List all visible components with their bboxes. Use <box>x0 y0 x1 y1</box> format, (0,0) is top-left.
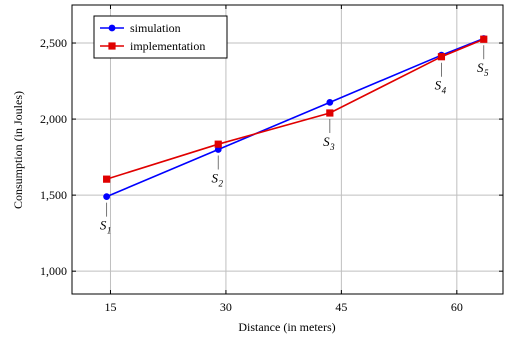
simulation-point <box>326 98 334 106</box>
annotation-subscript: 5 <box>484 68 489 78</box>
annotation-label: S2 <box>211 171 223 189</box>
annotation-subscript: 4 <box>442 86 447 96</box>
legend-label: implementation <box>130 39 205 53</box>
x-tick-label: 60 <box>451 300 463 314</box>
annotation-s4: S4 <box>435 62 447 96</box>
legend-entry-simulation: simulation <box>100 21 181 35</box>
legend-simulation-point <box>108 24 116 32</box>
simulation-line <box>106 37 485 198</box>
plot-frame <box>71 4 504 295</box>
implementation-point <box>480 35 488 43</box>
y-tick-label: 1,000 <box>40 264 67 278</box>
annotation-subscript: 3 <box>329 142 335 152</box>
annotation-s1: S1 <box>100 202 112 236</box>
series-implementation <box>103 35 488 183</box>
annotation-subscript: 1 <box>107 226 112 236</box>
y-axis-label: Consumption (in Joules) <box>11 91 25 209</box>
x-axis-label: Distance (in meters) <box>238 320 335 334</box>
simulation-point <box>214 146 222 153</box>
simulation-point <box>103 193 111 201</box>
y-tick-label: 2,500 <box>40 36 67 50</box>
point-annotations: S1 S2 S3 S4 S5 <box>100 45 489 236</box>
series-layer <box>103 35 488 201</box>
annotation-label: S4 <box>435 78 447 96</box>
implementation-line <box>106 38 485 180</box>
annotation-label: S1 <box>100 218 112 236</box>
annotation-subscript: 2 <box>218 179 223 189</box>
series-simulation <box>103 35 488 201</box>
annotation-label: S3 <box>323 134 335 152</box>
y-tick-label: 2,000 <box>40 112 67 126</box>
legend-entry-implementation: implementation <box>100 39 205 53</box>
implementation-point <box>437 53 446 61</box>
implementation-point <box>326 109 334 117</box>
annotation-s2: S2 <box>211 155 223 189</box>
annotation-s5: S5 <box>477 45 489 78</box>
legend: simulation implementation <box>93 15 228 59</box>
x-tick-label: 45 <box>335 300 347 314</box>
legend-label: simulation <box>130 21 181 35</box>
y-tick-label: 1,500 <box>40 188 67 202</box>
legend-implementation-point <box>108 42 116 50</box>
x-tick-label: 30 <box>220 300 232 314</box>
annotation-s3: S3 <box>323 118 335 152</box>
implementation-point <box>103 175 111 183</box>
annotation-label: S5 <box>477 60 489 78</box>
implementation-point <box>214 140 222 148</box>
x-tick-label: 15 <box>104 300 116 314</box>
legend-box <box>93 15 228 59</box>
